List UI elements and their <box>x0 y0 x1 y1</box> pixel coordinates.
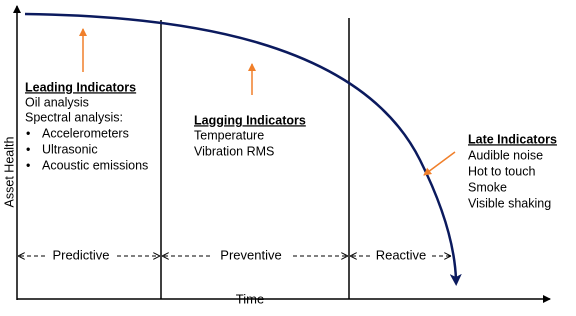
indicator: Visible shaking <box>468 196 551 210</box>
indicator: Temperature <box>194 128 264 142</box>
indicator: Hot to touch <box>468 164 535 178</box>
bullet: • <box>26 158 30 172</box>
bullet: • <box>26 126 30 140</box>
phase-heading: Late Indicators <box>468 132 557 146</box>
region-label: Predictive <box>52 247 109 262</box>
indicator: Acoustic emissions <box>42 158 148 172</box>
indicator: Vibration RMS <box>194 144 274 158</box>
bullet: • <box>26 142 30 156</box>
indicator: Accelerometers <box>42 126 129 140</box>
indicator: Audible noise <box>468 148 543 162</box>
y-axis-label: Asset Health <box>2 137 16 208</box>
phase-heading: Leading Indicators <box>25 80 136 94</box>
indicator: Ultrasonic <box>42 142 98 156</box>
x-axis-label: Time <box>236 291 264 306</box>
region-label: Preventive <box>220 247 281 262</box>
region-label: Reactive <box>376 247 427 262</box>
indicator: Oil analysis <box>25 95 89 109</box>
indicator: Smoke <box>468 180 507 194</box>
health-curve <box>24 12 462 286</box>
indicator: Spectral analysis: <box>25 110 123 124</box>
pointer-arrow <box>423 151 456 176</box>
phase-heading: Lagging Indicators <box>194 113 306 127</box>
